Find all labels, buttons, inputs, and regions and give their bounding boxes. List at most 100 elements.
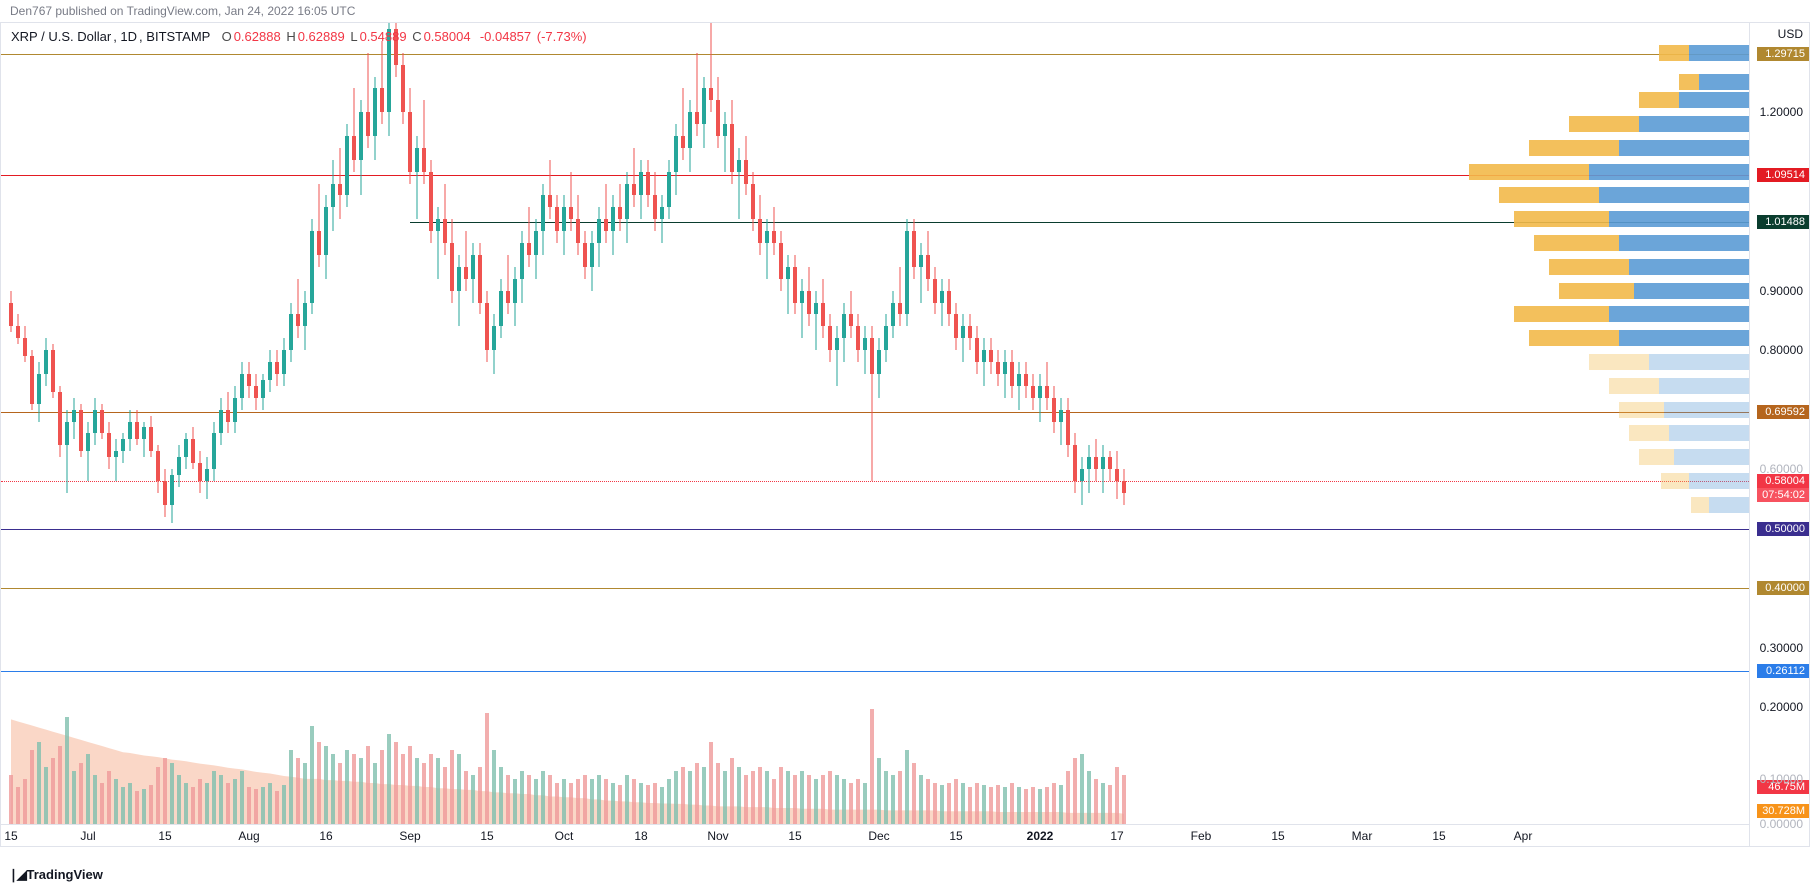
horizontal-line[interactable]	[1, 54, 1749, 55]
volume-bar[interactable]	[898, 771, 902, 824]
volume-bar[interactable]	[856, 779, 860, 824]
volume-bar[interactable]	[485, 713, 489, 824]
volume-bar[interactable]	[842, 779, 846, 824]
volume-bar[interactable]	[254, 789, 258, 824]
volume-bar[interactable]	[9, 775, 13, 824]
volume-bar[interactable]	[653, 783, 657, 824]
volume-bar[interactable]	[219, 775, 223, 824]
volume-bar[interactable]	[527, 775, 531, 824]
volume-bar[interactable]	[779, 767, 783, 824]
volume-bar[interactable]	[604, 779, 608, 824]
volume-bar[interactable]	[366, 746, 370, 824]
volume-bar[interactable]	[135, 791, 139, 824]
volume-bar[interactable]	[800, 771, 804, 824]
volume-bar[interactable]	[23, 779, 27, 824]
volume-bar[interactable]	[1017, 787, 1021, 824]
volume-bar[interactable]	[1052, 783, 1056, 824]
price-y-axis[interactable]: USD 1.200000.900000.800000.300000.200000…	[1749, 23, 1809, 846]
volume-bar[interactable]	[478, 767, 482, 824]
volume-bar[interactable]	[408, 746, 412, 824]
volume-bar[interactable]	[233, 779, 237, 824]
volume-bar[interactable]	[16, 787, 20, 824]
volume-bar[interactable]	[534, 779, 538, 824]
volume-bar[interactable]	[975, 783, 979, 824]
volume-bar[interactable]	[261, 787, 265, 824]
volume-bar[interactable]	[282, 785, 286, 824]
volume-bar[interactable]	[352, 754, 356, 824]
volume-bar[interactable]	[1087, 771, 1091, 824]
volume-bar[interactable]	[618, 785, 622, 824]
volume-bar[interactable]	[1094, 779, 1098, 824]
volume-bar[interactable]	[1024, 789, 1028, 824]
volume-bar[interactable]	[51, 758, 55, 824]
volume-bar[interactable]	[625, 775, 629, 824]
volume-bar[interactable]	[86, 754, 90, 824]
volume-bar[interactable]	[576, 779, 580, 824]
volume-bar[interactable]	[772, 779, 776, 824]
volume-bar[interactable]	[611, 783, 615, 824]
volume-bar[interactable]	[751, 771, 755, 824]
volume-bar[interactable]	[499, 767, 503, 824]
volume-bar[interactable]	[730, 758, 734, 824]
volume-bar[interactable]	[296, 758, 300, 824]
volume-bar[interactable]	[338, 763, 342, 825]
volume-bar[interactable]	[1108, 785, 1112, 824]
volume-bar[interactable]	[464, 771, 468, 824]
volume-bar[interactable]	[331, 754, 335, 824]
volume-bar[interactable]	[1122, 775, 1126, 824]
volume-bar[interactable]	[877, 758, 881, 824]
volume-bar[interactable]	[457, 754, 461, 824]
volume-bar[interactable]	[198, 779, 202, 824]
volume-bar[interactable]	[716, 763, 720, 825]
volume-bar[interactable]	[891, 775, 895, 824]
volume-bar[interactable]	[114, 779, 118, 824]
volume-bar[interactable]	[415, 758, 419, 824]
volume-bar[interactable]	[170, 763, 174, 825]
volume-bar[interactable]	[744, 775, 748, 824]
volume-bar[interactable]	[961, 783, 965, 824]
volume-bar[interactable]	[317, 742, 321, 824]
volume-bar[interactable]	[100, 783, 104, 824]
volume-bar[interactable]	[828, 771, 832, 824]
volume-bar[interactable]	[660, 787, 664, 824]
volume-bar[interactable]	[275, 791, 279, 824]
volume-bar[interactable]	[884, 771, 888, 824]
volume-bar[interactable]	[996, 785, 1000, 824]
volume-bar[interactable]	[205, 783, 209, 824]
horizontal-line[interactable]	[1, 529, 1749, 530]
volume-bar[interactable]	[814, 779, 818, 824]
volume-bar[interactable]	[1003, 787, 1007, 824]
volume-bar[interactable]	[212, 771, 216, 824]
volume-bar[interactable]	[149, 785, 153, 824]
volume-bar[interactable]	[919, 775, 923, 824]
volume-bar[interactable]	[107, 771, 111, 824]
volume-bar[interactable]	[639, 783, 643, 824]
volume-bar[interactable]	[492, 750, 496, 824]
volume-bar[interactable]	[905, 750, 909, 824]
horizontal-line[interactable]	[1, 588, 1749, 589]
volume-bar[interactable]	[1080, 754, 1084, 824]
volume-bar[interactable]	[1066, 771, 1070, 824]
volume-bar[interactable]	[247, 787, 251, 824]
volume-bar[interactable]	[807, 775, 811, 824]
volume-bar[interactable]	[1010, 783, 1014, 824]
volume-bar[interactable]	[142, 789, 146, 824]
volume-bar[interactable]	[177, 775, 181, 824]
volume-bar[interactable]	[429, 754, 433, 824]
volume-bar[interactable]	[394, 742, 398, 824]
volume-bar[interactable]	[681, 767, 685, 824]
volume-bar[interactable]	[72, 771, 76, 824]
volume-bar[interactable]	[436, 758, 440, 824]
volume-bar[interactable]	[933, 783, 937, 824]
volume-bar[interactable]	[401, 754, 405, 824]
volume-bar[interactable]	[821, 775, 825, 824]
volume-bar[interactable]	[513, 779, 517, 824]
volume-bar[interactable]	[240, 771, 244, 824]
volume-bar[interactable]	[954, 779, 958, 824]
volume-bar[interactable]	[863, 783, 867, 824]
volume-bar[interactable]	[163, 758, 167, 824]
volume-bar[interactable]	[562, 779, 566, 824]
volume-bar[interactable]	[422, 763, 426, 825]
volume-bar[interactable]	[44, 767, 48, 824]
volume-bar[interactable]	[471, 775, 475, 824]
